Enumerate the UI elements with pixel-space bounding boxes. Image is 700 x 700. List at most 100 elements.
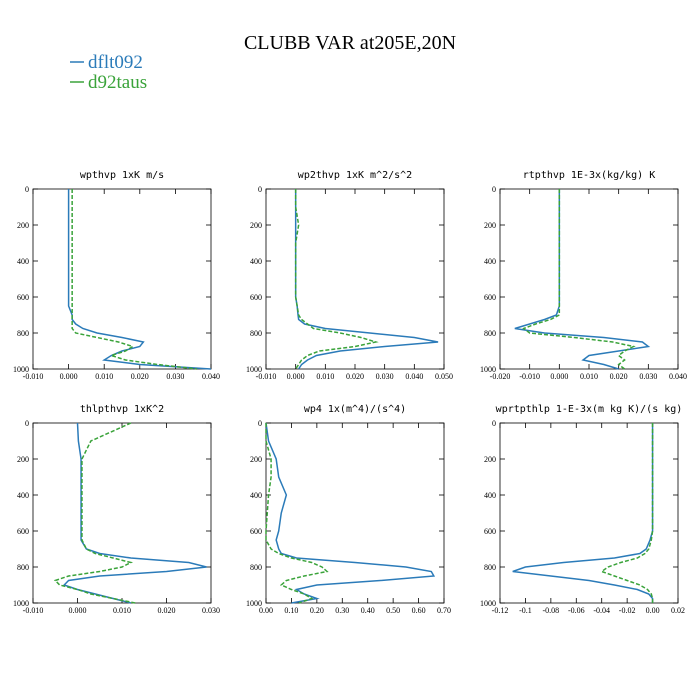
profile-line [265, 423, 329, 604]
y-tick-label: 400 [17, 257, 29, 266]
profile-line [71, 189, 197, 370]
y-tick-label: 1000 [13, 365, 29, 374]
x-tick-label: 0.020 [131, 372, 149, 381]
figure-title: CLUBB VAR at205E,20N [244, 32, 456, 54]
x-tick-label: 0.40 [361, 606, 375, 615]
x-tick-label: -0.020 [490, 372, 511, 381]
y-tick-label: 600 [250, 527, 262, 536]
profile-line [522, 189, 636, 370]
y-tick-label: 0 [492, 185, 496, 194]
x-tick-label: 0.030 [202, 606, 220, 615]
x-tick-label: -0.1 [519, 606, 532, 615]
profile-line [265, 422, 436, 604]
x-tick-label: 0.030 [376, 372, 394, 381]
profile-line [62, 422, 207, 604]
plot-frame [265, 188, 445, 370]
y-tick-label: 0 [258, 185, 262, 194]
profile-line [514, 189, 651, 370]
x-tick-label: -0.08 [543, 606, 560, 615]
y-tick-label: 0 [25, 185, 29, 194]
profile-line [512, 423, 654, 603]
x-tick-label: 0.010 [113, 606, 131, 615]
x-tick-label: 0.040 [405, 372, 423, 381]
legend-label: dflt092 [88, 52, 143, 73]
profile-line [600, 423, 654, 603]
x-tick-label: 0.040 [202, 372, 220, 381]
y-tick-label: 800 [17, 329, 29, 338]
x-tick-label: 0.02 [671, 606, 685, 615]
y-tick-label: 200 [484, 455, 496, 464]
x-tick-label: 0.040 [669, 372, 687, 381]
y-tick-label: 200 [17, 455, 29, 464]
y-tick-label: 400 [484, 257, 496, 266]
x-tick-label: 0.70 [437, 606, 451, 615]
x-tick-label: -0.010 [23, 606, 44, 615]
x-tick-label: 0.030 [639, 372, 657, 381]
x-tick-label: 0.020 [158, 606, 176, 615]
x-tick-label: 0.50 [386, 606, 400, 615]
y-tick-label: 200 [250, 221, 262, 230]
x-tick-label: 0.000 [69, 606, 87, 615]
x-tick-label: 0.20 [310, 606, 324, 615]
plot-frame [265, 422, 445, 604]
y-tick-label: 600 [484, 293, 496, 302]
y-tick-label: 600 [17, 527, 29, 536]
x-tick-label: -0.04 [593, 606, 610, 615]
x-tick-label: 0.60 [412, 606, 426, 615]
profile-line [67, 189, 212, 370]
y-tick-label: 600 [250, 293, 262, 302]
plot-frame [499, 422, 679, 604]
y-tick-label: 400 [17, 491, 29, 500]
x-tick-label: -0.010 [23, 372, 44, 381]
y-tick-label: 800 [484, 329, 496, 338]
y-tick-label: 800 [250, 563, 262, 572]
plot-frame [32, 188, 212, 370]
x-tick-label: -0.010 [519, 372, 540, 381]
y-tick-label: 600 [484, 527, 496, 536]
y-tick-label: 0 [258, 419, 262, 428]
y-tick-label: 800 [250, 329, 262, 338]
y-tick-label: 200 [17, 221, 29, 230]
y-tick-label: 1000 [246, 599, 262, 608]
y-tick-label: 0 [492, 419, 496, 428]
y-tick-label: 400 [250, 257, 262, 266]
y-tick-label: 1000 [480, 365, 496, 374]
x-tick-label: 0.030 [166, 372, 184, 381]
x-tick-label: 0.000 [60, 372, 78, 381]
x-tick-label: -0.010 [256, 372, 277, 381]
x-tick-label: 0.00 [646, 606, 660, 615]
plot-frame [499, 188, 679, 370]
x-tick-label: 0.010 [316, 372, 334, 381]
y-tick-label: 600 [17, 293, 29, 302]
y-tick-label: 0 [25, 419, 29, 428]
x-tick-label: 0.000 [550, 372, 568, 381]
y-tick-label: 1000 [480, 599, 496, 608]
panel-title: wpthvp 1xK m/s [80, 170, 164, 181]
panel-title: rtpthvp 1E-3x(kg/kg) K [523, 170, 655, 181]
x-tick-label: 0.020 [610, 372, 628, 381]
x-tick-label: 0.010 [580, 372, 598, 381]
panel-title: wp2thvp 1xK m^2/s^2 [298, 170, 412, 181]
x-tick-label: 0.010 [95, 372, 113, 381]
y-tick-label: 200 [484, 221, 496, 230]
panel-title: wp4 1x(m^4)/(s^4) [304, 404, 406, 415]
profile-line [294, 189, 439, 370]
x-tick-label: -0.12 [492, 606, 509, 615]
profile-line [294, 189, 379, 370]
y-tick-label: 800 [484, 563, 496, 572]
y-tick-label: 1000 [13, 599, 29, 608]
x-tick-label: 0.30 [335, 606, 349, 615]
x-tick-label: 0.00 [259, 606, 273, 615]
profile-line [53, 422, 136, 604]
plot-frame [32, 422, 212, 604]
legend-label: d92taus [88, 72, 147, 93]
x-tick-label: 0.020 [346, 372, 364, 381]
x-tick-label: 0.050 [435, 372, 453, 381]
y-tick-label: 400 [250, 491, 262, 500]
y-tick-label: 200 [250, 455, 262, 464]
y-tick-label: 400 [484, 491, 496, 500]
y-tick-label: 1000 [246, 365, 262, 374]
x-tick-label: 0.000 [287, 372, 305, 381]
panel-title: wprtpthlp 1-E-3x(m kg K)/(s kg) [496, 404, 683, 415]
